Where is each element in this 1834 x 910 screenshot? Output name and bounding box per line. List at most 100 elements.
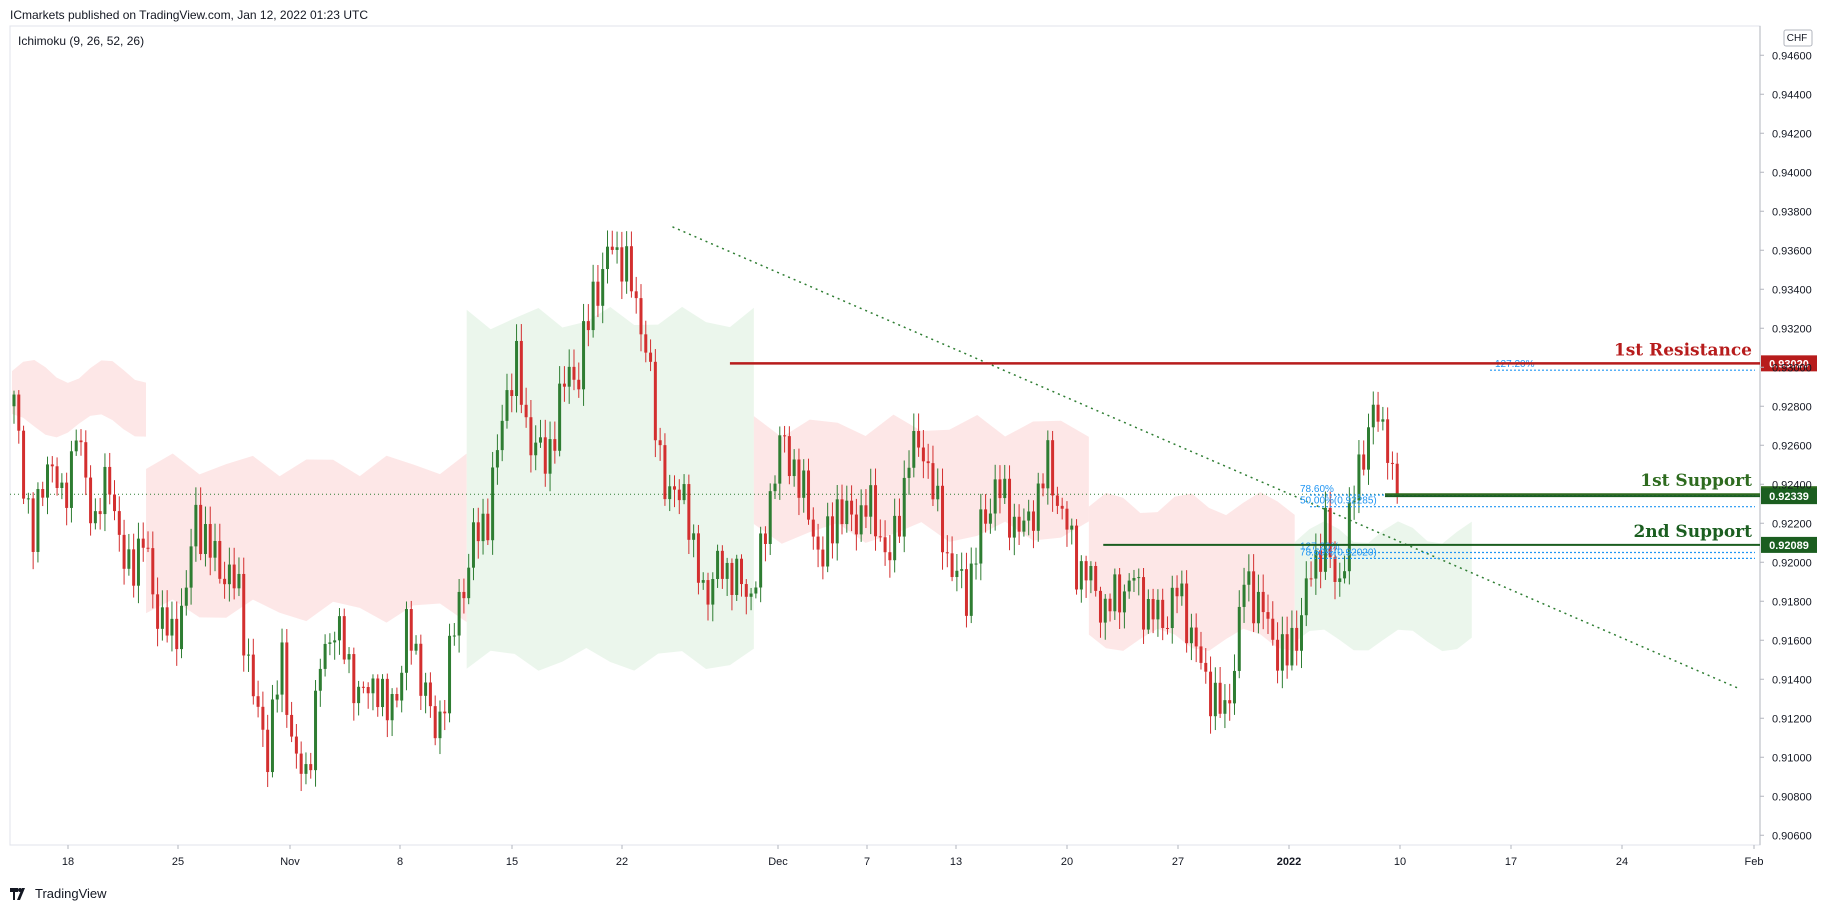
candle-body [1347,502,1351,572]
candle-body [1295,627,1299,651]
candle-body [1299,615,1303,651]
ichimoku-cloud-segment [466,306,754,671]
candle-body [1309,578,1313,580]
candle-body [658,440,662,446]
candle-body [270,699,274,773]
candle-body [543,437,547,474]
candle-body [1127,580,1131,592]
tradingview-brand: TradingView [35,886,107,901]
candle-body [1008,478,1012,538]
candle-body [22,430,26,499]
candle-body [529,417,533,456]
candle-body [897,515,901,537]
candle-body [735,558,739,595]
candle-body [1218,682,1222,714]
candle-body [333,640,337,643]
candle-body [400,672,404,701]
candle-body [1209,671,1213,717]
currency-badge[interactable] [1783,29,1813,47]
candle-body [725,562,729,579]
candle-body [1118,574,1122,613]
candle-body [720,550,724,579]
candle-body [237,573,241,589]
candle-body [534,442,538,456]
candle-body [945,552,949,554]
candle-body [941,485,945,553]
price-axis-level-value: 0.92339 [1769,491,1809,503]
fib-level-label: 50.00%(0.92285) [1300,496,1377,507]
candle-body [357,686,361,704]
candle-body [754,587,758,594]
candle-body [835,499,839,544]
candle-body [189,546,193,588]
candle-body [476,522,480,542]
candle-body [1319,550,1323,572]
candle-body [1046,440,1050,489]
candle-body [1108,598,1112,612]
candle-body [1252,571,1256,624]
candle-body [883,537,887,553]
y-axis-tick-label: 0.93000 [1772,362,1812,374]
price-axis-level-value: 0.93020 [1769,358,1809,370]
candle-body [625,246,629,282]
x-axis-tick-label: 10 [1394,856,1406,868]
candle-body [634,291,638,299]
candle-body [701,580,705,583]
candle-body [1089,565,1093,581]
candle-body [1194,627,1198,647]
candle-body [347,654,351,660]
candle-body [515,340,519,397]
candle-body [79,440,83,443]
candle-body [261,706,265,730]
candle-body [538,437,542,443]
y-axis-tick-label: 0.93400 [1772,284,1812,296]
candle-body [792,459,796,477]
x-axis-tick-label: 27 [1172,856,1184,868]
candle-body [98,511,102,515]
candle-body [36,489,40,552]
descending-trendline[interactable] [672,226,1741,690]
candle-body [433,706,437,739]
x-axis-tick-label: 25 [172,856,184,868]
candle-body [974,563,978,565]
candle-body [1070,525,1074,530]
candle-body [696,533,700,583]
candle-body [160,607,164,629]
tradingview-logo[interactable]: TradingView [10,886,107,901]
fib-level-label: 78.60% [1300,484,1334,495]
candle-body [404,609,408,673]
candle-body [562,383,566,387]
price-axis-level-tag [1761,536,1817,553]
candle-body [103,466,107,515]
candle-body [1084,561,1088,581]
candle-body [1175,587,1179,597]
candle-body [1041,483,1045,489]
candle-body [122,534,126,569]
candle-body [1381,419,1385,422]
candle-body [1271,618,1275,640]
candle-body [371,678,375,694]
candle-body [84,442,88,478]
candle-body [1323,507,1327,572]
candle-body [1189,627,1193,644]
x-axis-tick-label: 17 [1505,856,1517,868]
candle-body [213,540,217,558]
fib-level-label: 127.20% [1495,359,1535,370]
candle-body [1103,598,1107,623]
candle-body [218,540,222,579]
candle-body [586,321,590,331]
candle-body [1390,462,1394,464]
candle-body [170,618,174,636]
candle-body [1122,591,1126,613]
candle-body [1199,646,1203,663]
candle-body [859,505,863,535]
candle-body [361,686,365,688]
candle-body [69,451,73,508]
candle-body [567,366,571,387]
price-axis-level-tag [1761,355,1817,372]
x-axis-tick-label: 2022 [1277,856,1301,868]
candle-body [419,643,423,696]
trendlines [10,226,1760,690]
indicator-legend[interactable]: Ichimoku (9, 26, 52, 26) [18,34,145,48]
